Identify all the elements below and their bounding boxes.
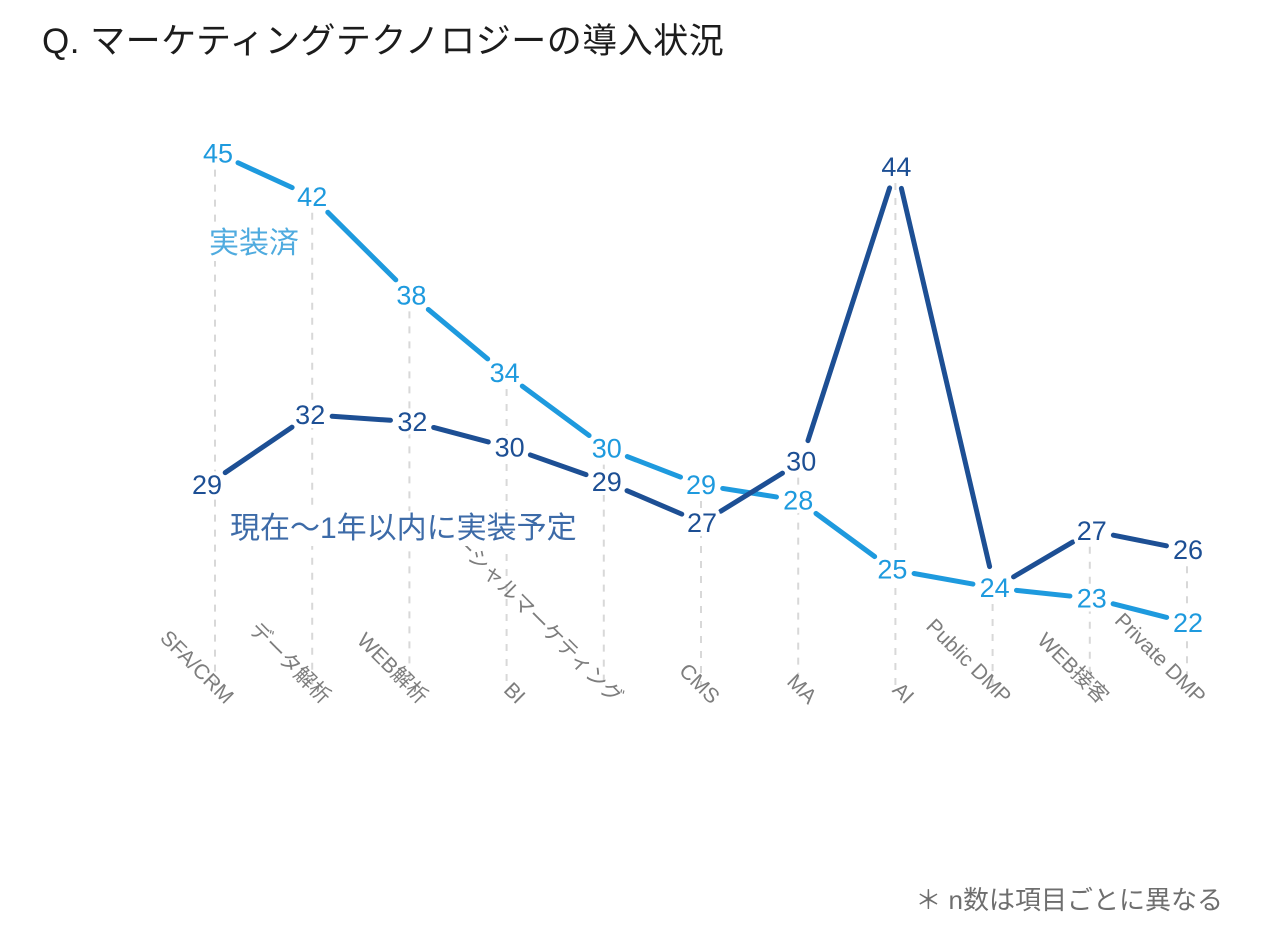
line-segment-planned: [222, 424, 295, 476]
value-label-implemented: 25: [877, 555, 907, 585]
value-label-planned: 32: [295, 400, 325, 430]
line-segment-implemented: [325, 209, 399, 283]
value-label-implemented: 28: [783, 485, 813, 515]
category-label: BI: [499, 678, 529, 708]
value-label-implemented: 45: [203, 139, 233, 169]
line-segment-implemented: [425, 306, 491, 362]
series-label-implemented: 実装済: [205, 226, 303, 261]
value-label-implemented: 34: [490, 358, 520, 388]
category-label: WEB接客: [1033, 629, 1113, 709]
line-segment-implemented: [1110, 601, 1170, 620]
category-label: WEB解析: [352, 629, 432, 709]
value-label-implemented: 30: [592, 434, 622, 464]
footnote: ＊ n数は項目ごとに異なる: [915, 885, 1223, 915]
value-label-implemented: 42: [297, 182, 327, 212]
line-segment-implemented: [235, 160, 295, 191]
value-label-planned: 32: [397, 407, 427, 437]
chart-title: Q. マーケティングテクノロジーの導入状況: [42, 22, 725, 61]
line-segment-planned: [1110, 532, 1169, 549]
category-label: CMS: [674, 659, 723, 708]
line-segment-planned: [329, 413, 393, 423]
category-label: MA: [782, 670, 821, 709]
line-segment-planned: [624, 488, 685, 517]
line-segment-planned: [805, 185, 893, 444]
line-segment-implemented: [519, 383, 592, 439]
category-label: Public DMP: [921, 615, 1015, 709]
line-segment-planned: [898, 185, 993, 570]
category-label: SFA/CRM: [155, 626, 237, 708]
value-label-implemented: 29: [686, 470, 716, 500]
line-segment-planned: [527, 452, 589, 478]
category-label: データ解析: [244, 618, 335, 709]
value-label-planned: 30: [495, 433, 525, 463]
value-label-implemented: 23: [1077, 583, 1107, 613]
value-label-planned: 29: [592, 467, 622, 497]
category-label: AI: [888, 678, 918, 708]
line-segment-planned: [431, 424, 491, 445]
value-label-planned: 27: [687, 508, 717, 538]
line-segment-implemented: [624, 454, 683, 480]
line-segment-implemented: [813, 510, 878, 560]
value-label-planned: 44: [881, 152, 911, 182]
value-label-implemented: 24: [980, 573, 1010, 603]
value-label-planned: 27: [1077, 516, 1107, 546]
line-segment-planned: [1011, 539, 1076, 580]
line-segment-implemented: [911, 570, 976, 587]
value-label-planned: 26: [1173, 535, 1203, 565]
value-label-planned: 29: [192, 470, 222, 500]
value-label-implemented: 38: [396, 280, 426, 310]
value-label-implemented: 22: [1173, 608, 1203, 638]
series-label-planned: 現在〜1年以内に実装予定: [226, 511, 581, 546]
value-label-planned: 30: [786, 447, 816, 477]
line-segment-planned: [718, 470, 785, 514]
line-segment-implemented: [1013, 587, 1073, 599]
